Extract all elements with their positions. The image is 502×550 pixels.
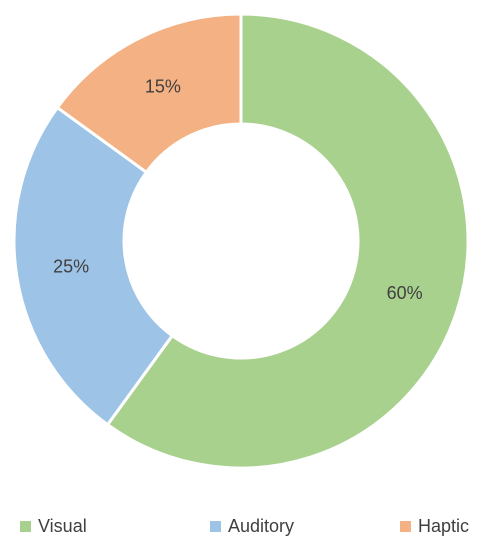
data-label: 15%	[145, 76, 181, 96]
donut-slice	[105, 12, 470, 470]
legend-label: Auditory	[228, 516, 294, 536]
donut-slice	[55, 12, 243, 175]
data-label: 60%	[387, 283, 423, 303]
legend-label: Visual	[38, 516, 87, 536]
legend-swatch	[400, 521, 411, 532]
donut-slice	[12, 105, 175, 427]
legend-swatch	[20, 521, 31, 532]
legend-swatch	[210, 521, 221, 532]
legend-label: Haptic	[418, 516, 469, 536]
data-label: 25%	[53, 257, 89, 277]
